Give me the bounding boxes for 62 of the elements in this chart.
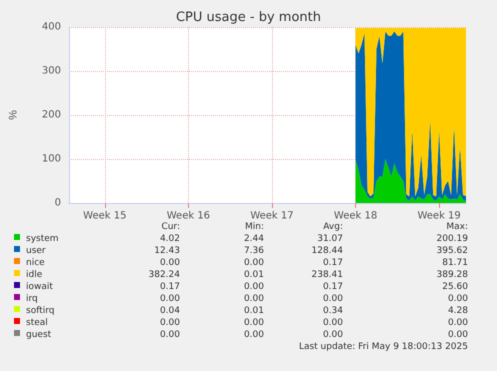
text: 0.00	[448, 294, 468, 304]
text: 0.00	[244, 258, 264, 268]
text: 128.44	[312, 246, 343, 256]
text: 0.00	[244, 330, 264, 340]
legend-label: user	[26, 246, 46, 256]
legend-label: system	[26, 234, 59, 244]
text: 0.00	[244, 294, 264, 304]
text: 12.43	[154, 246, 180, 256]
x-tick-label: Week 17	[250, 210, 294, 222]
legend-label: nice	[26, 258, 45, 268]
y-tick-label: 0	[54, 198, 61, 208]
text: 0.00	[448, 330, 468, 340]
text: Min:	[244, 222, 264, 232]
text: 0.00	[160, 258, 180, 268]
legend-label: steal	[26, 318, 48, 328]
y-tick-label: 200	[42, 110, 61, 120]
text: 25.60	[442, 282, 468, 292]
y-tick-label: 400	[42, 22, 61, 32]
chart-title: CPU usage - by month	[176, 10, 322, 25]
legend-label: guest	[26, 330, 52, 340]
y-axis-title: %	[8, 110, 20, 120]
text: 0.00	[322, 318, 343, 328]
text: 0.00	[322, 330, 343, 340]
legend-label: iowait	[26, 282, 53, 292]
x-tick-label: Week 15	[83, 210, 126, 222]
text: 0.00	[160, 294, 180, 304]
text: 0.04	[160, 306, 180, 316]
legend-label: irq	[26, 294, 38, 304]
y-tick-label: 300	[42, 66, 61, 76]
text: Max:	[446, 222, 468, 232]
text: 4.02	[160, 234, 180, 244]
text: 389.28	[436, 270, 468, 280]
text: 0.17	[322, 258, 343, 268]
text: 7.36	[244, 246, 264, 256]
text: 0.01	[244, 306, 264, 316]
y-tick-label: 100	[42, 154, 61, 164]
text: 0.17	[322, 282, 343, 292]
legend-label: softirq	[26, 306, 54, 316]
x-tick-label: Week 16	[166, 210, 210, 222]
text: 395.62	[436, 246, 468, 256]
text: Cur:	[161, 222, 180, 232]
text: 31.07	[317, 234, 343, 244]
text: 238.41	[312, 270, 343, 280]
x-tick-label: Week 18	[334, 210, 378, 222]
text: 0.00	[244, 318, 264, 328]
text: Last update: Fri May 9 18:00:13 2025	[298, 342, 468, 352]
text: 0.34	[322, 306, 343, 316]
legend-label: idle	[26, 270, 42, 280]
text: 0.17	[160, 282, 180, 292]
text: 0.00	[160, 318, 180, 328]
text: 382.24	[148, 270, 180, 280]
text: 0.00	[160, 330, 180, 340]
text: 81.71	[442, 258, 468, 268]
text: 0.00	[448, 318, 468, 328]
text: 4.28	[448, 306, 468, 316]
text: 0.01	[244, 270, 264, 280]
text: 2.44	[244, 234, 264, 244]
text: 0.00	[244, 282, 264, 292]
text: 200.19	[436, 234, 468, 244]
x-tick-label: Week 19	[417, 210, 461, 222]
text: 0.00	[322, 294, 343, 304]
text: Avg:	[323, 222, 343, 232]
